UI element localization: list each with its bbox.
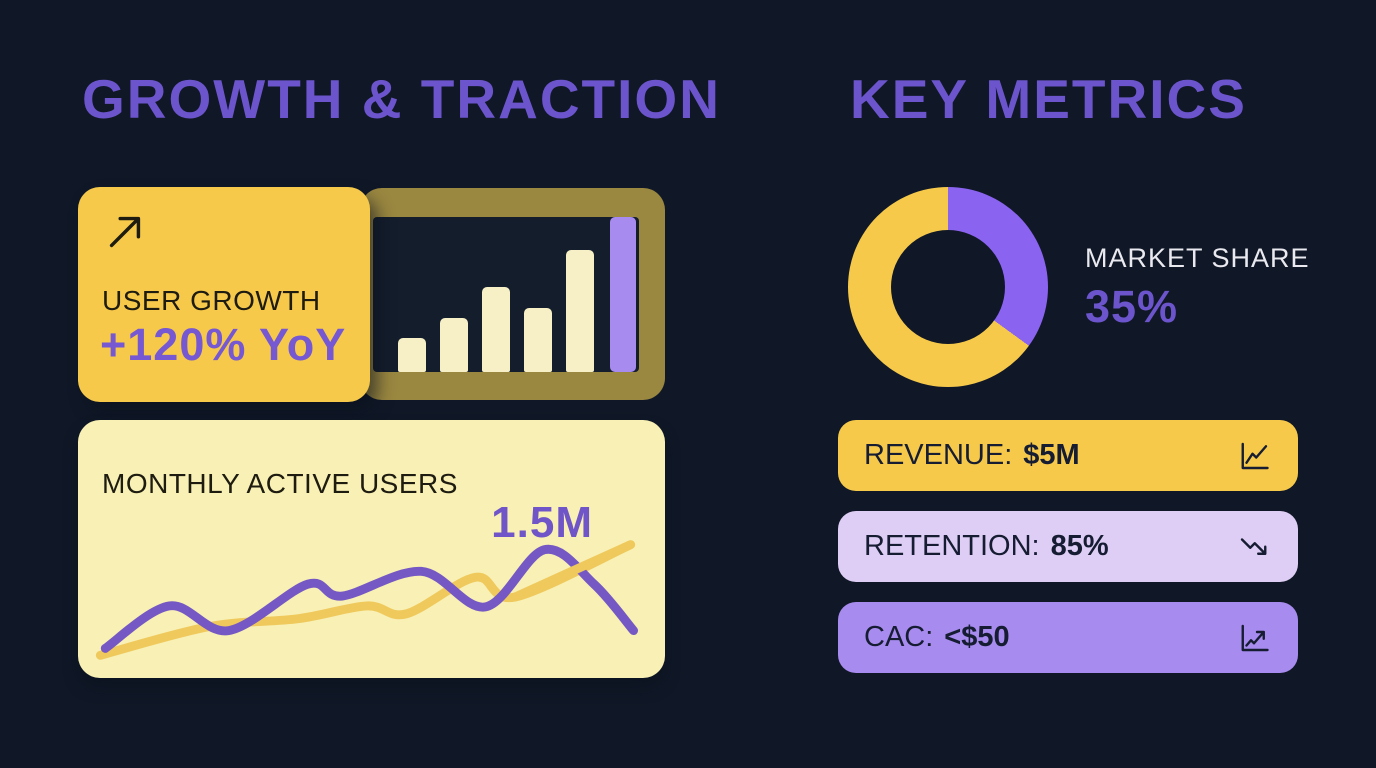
right-section-title: KEY METRICS [850,68,1247,130]
mau-line-purple [100,544,639,653]
mau-annotation: 1.5M [491,498,593,547]
user-growth-value: +120% YoY [100,319,347,370]
revenue-value: $5M [1023,439,1080,471]
bar [566,249,594,372]
revenue-label: REVENUE: [864,439,1013,471]
donut-hole [891,230,1005,344]
user-growth-card: USER GROWTH +120% YoY [78,187,370,402]
metric-pill-cac: CAC: <$50 [838,602,1298,673]
trend-up-arrow-icon [109,216,141,248]
trend-down-arrow-icon [1240,537,1267,555]
bar-current-purple [610,217,636,372]
retention-label: RETENTION: [864,530,1040,562]
bar-chart-area [373,217,639,372]
user-growth-label: USER GROWTH [102,285,321,316]
bar [524,308,552,372]
left-section-title: GROWTH & TRACTION [82,68,721,130]
metric-pill-revenue: REVENUE: $5M [838,420,1298,491]
retention-value: 85% [1050,530,1109,562]
mau-card: MONTHLY ACTIVE USERS 1.5M [78,420,665,678]
line-chart-icon [1241,442,1269,469]
mau-line-yellow-tail [510,540,636,602]
mau-label: MONTHLY ACTIVE USERS [102,468,458,499]
market-share-label: MARKET SHARE [1085,243,1310,273]
cac-label: CAC: [864,621,934,653]
market-share-donut [848,187,1048,387]
market-share-value: 35% [1085,281,1179,332]
metric-pill-retention: RETENTION: 85% [838,511,1298,582]
mau-line-chart [95,540,639,660]
bar [398,337,426,372]
mau-line-yellow [95,540,636,660]
bar [440,317,468,372]
user-growth-bar-panel [360,188,665,400]
bar-chart-bars [373,217,639,372]
cac-value: <$50 [944,621,1010,653]
chart-rising-arrow-icon [1241,624,1269,651]
bar [482,286,510,372]
